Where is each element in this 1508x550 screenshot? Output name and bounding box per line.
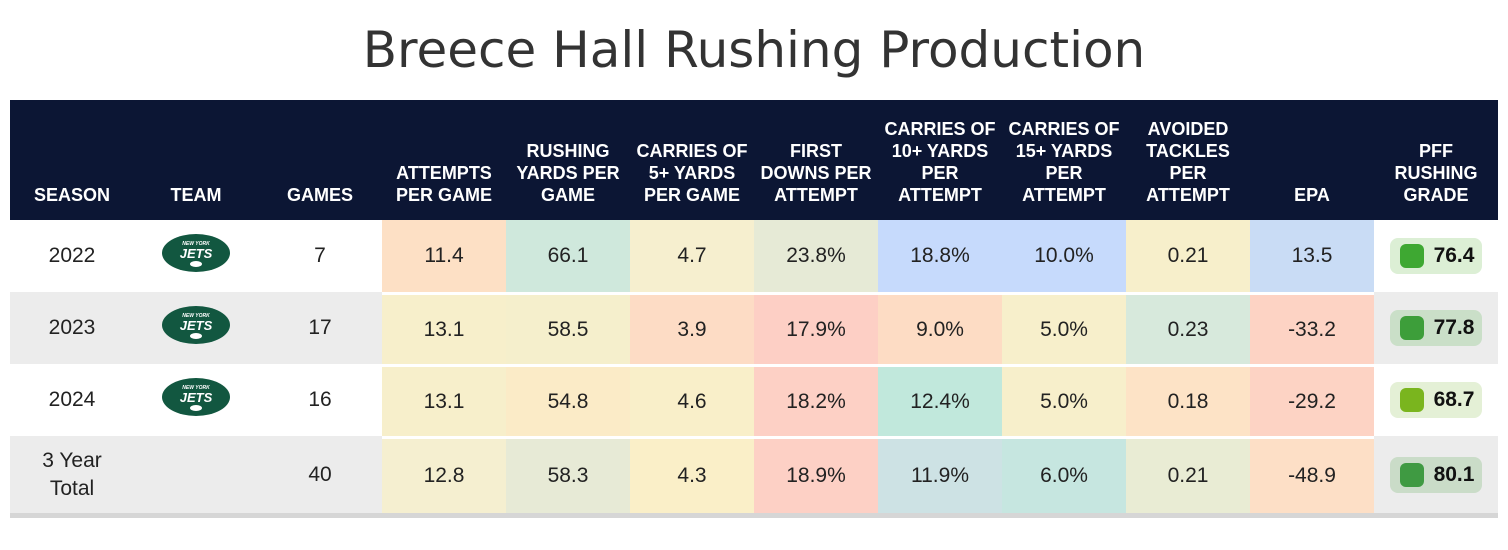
- epa-cell: 13.5: [1250, 220, 1374, 292]
- table-row: 3 Year Total 40 12.8 58.3 4.3 18.9% 11.9% 6.0% 0…: [10, 436, 1498, 518]
- grade-indicator-icon: [1399, 316, 1424, 340]
- grade-badge: 80.1: [1389, 456, 1483, 493]
- svg-text:JETS: JETS: [180, 318, 213, 333]
- jets-logo-icon: NEW YORK JETS: [161, 233, 231, 279]
- c5-pg-cell: 4.3: [630, 436, 754, 518]
- jets-logo-icon: NEW YORK JETS: [161, 377, 231, 423]
- season-cell: 2024: [48, 388, 96, 411]
- c10-pa-cell: 12.4%: [878, 364, 1002, 436]
- c5-pg-cell: 3.9: [630, 292, 754, 364]
- jets-logo-icon: NEW YORK JETS: [161, 305, 231, 351]
- table-row: 2023 NEW YORK JETS 17 13.1 58.5 3.9 17.9% 9.0% 5.…: [10, 292, 1498, 364]
- team-cell: NEW YORK JETS: [134, 364, 258, 436]
- column-header-season: SEASON: [10, 100, 134, 220]
- epa-cell: -33.2: [1250, 292, 1374, 364]
- games-cell: 17: [258, 292, 382, 364]
- yds-pg-cell: 58.5: [506, 292, 630, 364]
- column-header-c10-pa: CARRIES OF 10+ YARDS PER ATTEMPT: [878, 100, 1002, 220]
- svg-text:NEW YORK: NEW YORK: [182, 241, 210, 247]
- column-header-c5-pg: CARRIES OF 5+ YARDS PER GAME: [630, 100, 754, 220]
- column-header-games: GAMES: [258, 100, 382, 220]
- c15-pa-cell: 5.0%: [1002, 364, 1126, 436]
- season-cell: 2023: [10, 292, 134, 364]
- column-header-team: TEAM: [134, 100, 258, 220]
- table-title: Breece Hall Rushing Production: [362, 21, 1146, 79]
- epa-cell: -48.9: [1250, 436, 1374, 518]
- grade-indicator-icon: [1399, 462, 1424, 487]
- c10-pa-cell: 18.8%: [878, 220, 1002, 292]
- c10-pa-cell: 9.0%: [878, 292, 1002, 364]
- column-header-at-pa: AVOIDED TACKLES PER ATTEMPT: [1126, 100, 1250, 220]
- column-header-att-pg: ATTEMPTS PER GAME: [382, 100, 506, 220]
- at-pa-cell: 0.21: [1126, 220, 1250, 292]
- games-cell: 7: [314, 244, 326, 267]
- grade-value: 76.4: [1433, 244, 1475, 267]
- grade-indicator-icon: [1399, 388, 1424, 412]
- games-cell: 40: [258, 436, 382, 518]
- column-header-c15-pa: CARRIES OF 15+ YARDS PER ATTEMPT: [1002, 100, 1126, 220]
- team-cell: NEW YORK JETS: [134, 220, 258, 292]
- att-pg-cell: 11.4: [382, 220, 506, 292]
- fd-pa-cell: 18.2%: [754, 364, 878, 436]
- grade-value: 80.1: [1433, 462, 1475, 486]
- rushing-stats-table: SEASON TEAM GAMES ATTEMPTS PER GAME RUSHING …: [10, 100, 1498, 518]
- grade-badge: 77.8: [1389, 310, 1483, 346]
- team-cell: [134, 436, 258, 518]
- grade-cell: 80.1: [1374, 436, 1498, 518]
- att-pg-cell: 12.8: [382, 436, 506, 518]
- column-header-grade: PFF RUSHING GRADE: [1374, 100, 1498, 220]
- svg-text:NEW YORK: NEW YORK: [182, 313, 210, 319]
- c15-pa-cell: 5.0%: [1002, 292, 1126, 364]
- c10-pa-cell: 11.9%: [878, 436, 1002, 518]
- at-pa-cell: 0.21: [1126, 436, 1250, 518]
- column-header-fd-pa: FIRST DOWNS PER ATTEMPT: [754, 100, 878, 220]
- season-cell: 2022: [48, 244, 96, 267]
- grade-badge: 76.4: [1389, 238, 1483, 274]
- c5-pg-cell: 4.6: [630, 364, 754, 436]
- grade-badge: 68.7: [1389, 382, 1483, 418]
- c15-pa-cell: 10.0%: [1002, 220, 1126, 292]
- svg-text:NEW YORK: NEW YORK: [182, 385, 210, 391]
- grade-cell: 76.4: [1374, 220, 1498, 292]
- column-header-yds-pg: RUSHING YARDS PER GAME: [506, 100, 630, 220]
- games-cell: 16: [308, 388, 332, 411]
- grade-value: 68.7: [1433, 388, 1475, 411]
- at-pa-cell: 0.23: [1126, 292, 1250, 364]
- epa-cell: -29.2: [1250, 364, 1374, 436]
- fd-pa-cell: 23.8%: [754, 220, 878, 292]
- c15-pa-cell: 6.0%: [1002, 436, 1126, 518]
- season-cell: 3 Year Total: [10, 436, 134, 518]
- header-row: SEASON TEAM GAMES ATTEMPTS PER GAME RUSHING …: [10, 100, 1498, 220]
- yds-pg-cell: 66.1: [506, 220, 630, 292]
- grade-indicator-icon: [1399, 244, 1424, 268]
- att-pg-cell: 13.1: [382, 292, 506, 364]
- fd-pa-cell: 18.9%: [754, 436, 878, 518]
- column-header-epa: EPA: [1250, 100, 1374, 220]
- grade-cell: 68.7: [1374, 364, 1498, 436]
- att-pg-cell: 13.1: [382, 364, 506, 436]
- fd-pa-cell: 17.9%: [754, 292, 878, 364]
- at-pa-cell: 0.18: [1126, 364, 1250, 436]
- yds-pg-cell: 54.8: [506, 364, 630, 436]
- svg-text:JETS: JETS: [180, 246, 213, 261]
- table-row: 2024 NEW YORK JETS 16 13.1 54.8 4.6 18.2% 12.4% 5…: [10, 364, 1498, 436]
- c5-pg-cell: 4.7: [630, 220, 754, 292]
- grade-cell: 77.8: [1374, 292, 1498, 364]
- grade-value: 77.8: [1433, 316, 1475, 339]
- yds-pg-cell: 58.3: [506, 436, 630, 518]
- table-row: 2022 NEW YORK JETS 7 11.4 66.1 4.7 23.8% 18.8% 10…: [10, 220, 1498, 292]
- svg-text:JETS: JETS: [180, 390, 213, 405]
- team-cell: NEW YORK JETS: [134, 292, 258, 364]
